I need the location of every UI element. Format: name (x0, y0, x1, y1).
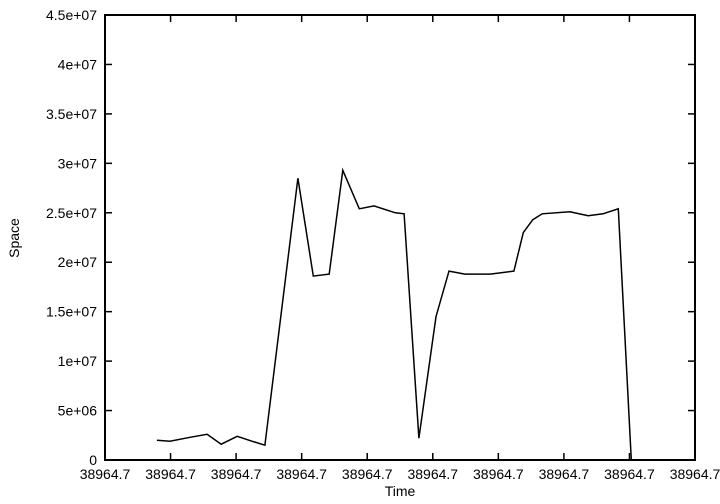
y-axis-title: Space (6, 218, 22, 258)
x-tick-label: 38964.7 (276, 466, 327, 482)
y-tick-label: 5e+06 (58, 403, 98, 419)
y-tick-label: 4e+07 (58, 56, 98, 72)
y-tick-label: 1e+07 (58, 353, 98, 369)
x-axis-title: Time (384, 483, 416, 499)
x-tick-label: 38964.7 (80, 466, 131, 482)
plot-border (104, 14, 696, 461)
x-tick-label: 38964.7 (342, 466, 393, 482)
y-tick-label: 1.5e+07 (46, 304, 97, 320)
data-line (156, 167, 633, 461)
y-tick-label: 2e+07 (58, 254, 98, 270)
x-tick-label: 38964.7 (604, 466, 655, 482)
x-tick-label: 38964.7 (473, 466, 524, 482)
y-tick-label: 3.5e+07 (46, 106, 97, 122)
y-tick-label: 3e+07 (58, 155, 98, 171)
x-tick-label: 38964.7 (407, 466, 458, 482)
x-tick-label: 38964.7 (145, 466, 196, 482)
x-tick-label: 38964.7 (211, 466, 262, 482)
y-tick-label: 2.5e+07 (46, 205, 97, 221)
y-tick-label: 0 (89, 452, 97, 468)
y-tick-label: 4.5e+07 (46, 7, 97, 23)
x-tick-label: 38964.7 (539, 466, 590, 482)
x-tick-label: 38964.7 (670, 466, 720, 482)
